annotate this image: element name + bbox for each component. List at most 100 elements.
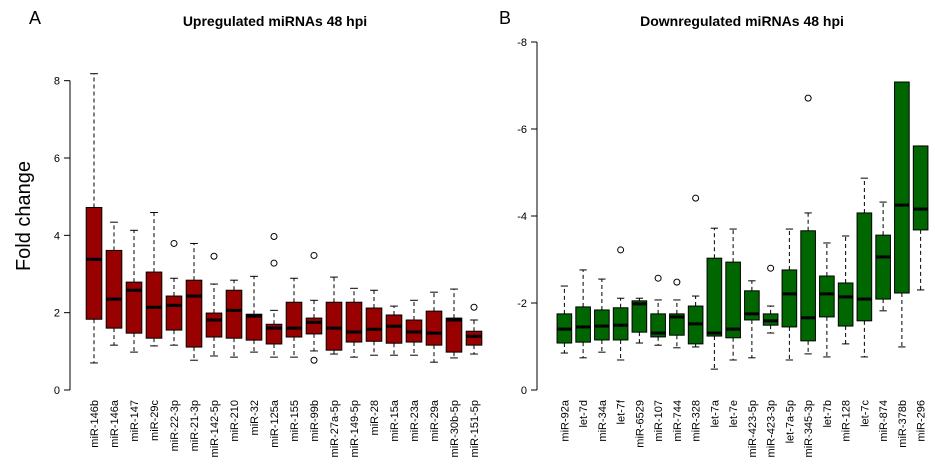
x-tick-label: miR-149-5p: [349, 400, 361, 457]
x-tick-label: miR-423-3p: [766, 400, 778, 457]
y-tick-label: -8: [517, 37, 527, 49]
outlier: [270, 259, 278, 267]
x-tick-label: miR-142-5p: [209, 400, 221, 457]
x-tick-label: miR-146b: [89, 400, 101, 448]
box: [875, 234, 891, 300]
box: [912, 145, 929, 231]
box: [725, 261, 741, 339]
box: [85, 206, 103, 320]
box: [205, 312, 223, 338]
box: [631, 300, 648, 333]
x-tick-label: let-7a-5p: [784, 400, 796, 443]
x-tick-label: miR-423-5p: [747, 400, 759, 457]
box: [245, 313, 263, 341]
box: [165, 295, 183, 331]
x-tick-label: miR-32: [249, 400, 261, 435]
x-tick-label: miR-378b: [897, 400, 909, 448]
x-tick-label: miR-744: [672, 400, 684, 442]
box: [669, 313, 685, 336]
outlier: [692, 194, 700, 202]
box: [305, 317, 323, 335]
x-tick-label: miR-21-3p: [189, 400, 201, 451]
y-tick-label: -6: [517, 124, 527, 136]
box: [781, 269, 798, 328]
x-tick-label: miR-28: [369, 400, 381, 435]
box: [837, 282, 854, 327]
outlier: [804, 94, 812, 102]
box: [856, 212, 873, 322]
box: [385, 314, 403, 344]
x-tick-label: let-7e: [728, 400, 740, 428]
x-tick-label: let-7d: [578, 400, 590, 428]
x-tick-label: miR-22-3p: [169, 400, 181, 451]
y-tick-label: 0: [521, 385, 527, 397]
x-tick-label: miR-34a: [597, 399, 609, 441]
x-tick-label: miR-23a: [409, 399, 421, 441]
x-tick-label: miR-874: [878, 400, 890, 442]
x-tick-label: let-7a: [709, 399, 721, 427]
box: [819, 275, 835, 318]
box: [225, 289, 243, 339]
box: [706, 257, 723, 337]
y-tick-label: 8: [54, 76, 60, 88]
outlier: [310, 356, 318, 364]
outlier: [170, 239, 178, 247]
x-tick-label: miR-30b-5p: [449, 400, 461, 457]
x-tick-label: miR-6529: [634, 400, 646, 448]
outlier: [767, 264, 775, 272]
x-tick-label: miR-107: [653, 400, 665, 442]
x-tick-label: miR-296: [916, 400, 928, 442]
x-tick-label: miR-15a: [389, 399, 401, 441]
y-tick-label: -4: [517, 211, 527, 223]
x-tick-label: let-7f: [616, 399, 628, 424]
x-tick-label: let-7c: [859, 400, 871, 427]
box: [425, 310, 443, 346]
x-tick-label: miR-210: [229, 400, 241, 442]
x-tick-label: miR-92a: [559, 399, 571, 441]
outlier: [654, 274, 662, 282]
x-tick-label: miR-345-3p: [803, 400, 815, 457]
y-tick-label: -2: [517, 298, 527, 310]
box: [185, 279, 203, 348]
y-tick-label: 4: [54, 230, 60, 242]
x-tick-label: miR-128: [841, 400, 853, 442]
x-tick-label: miR-29a: [429, 399, 441, 441]
box: [445, 317, 463, 353]
outlier: [310, 251, 318, 259]
x-tick-label: miR-146a: [109, 399, 121, 448]
outlier: [270, 232, 278, 240]
x-tick-label: let-7b: [822, 400, 834, 428]
box: [325, 301, 343, 351]
x-tick-label: miR-99b: [309, 400, 321, 442]
x-tick-label: miR-147: [129, 400, 141, 442]
panel-label: B: [499, 8, 511, 28]
chart-title: Upregulated miRNAs 48 hpi: [183, 13, 367, 29]
x-tick-label: miR-328: [691, 400, 703, 442]
y-tick-label: 2: [54, 308, 60, 320]
box: [105, 249, 123, 329]
y-axis-label: Fold change: [13, 161, 35, 271]
outlier: [470, 303, 478, 311]
box: [744, 290, 760, 321]
box: [285, 301, 303, 338]
x-tick-label: miR-27a-5p: [329, 400, 341, 457]
box: [800, 230, 816, 342]
box: [575, 306, 591, 343]
x-tick-label: miR-155: [289, 400, 301, 442]
outlier: [617, 246, 625, 254]
box: [465, 330, 483, 346]
box: [365, 307, 383, 342]
outlier: [673, 278, 681, 286]
outlier: [210, 252, 218, 260]
y-tick-label: 0: [54, 385, 60, 397]
box: [145, 271, 163, 339]
box: [894, 81, 910, 294]
box: [125, 281, 143, 334]
x-tick-label: miR-151-5p: [469, 400, 481, 457]
box: [650, 313, 666, 338]
x-tick-label: miR-125a: [269, 399, 281, 448]
y-tick-label: 6: [54, 153, 60, 165]
chart-title: Downregulated miRNAs 48 hpi: [640, 13, 844, 29]
box: [345, 301, 363, 343]
